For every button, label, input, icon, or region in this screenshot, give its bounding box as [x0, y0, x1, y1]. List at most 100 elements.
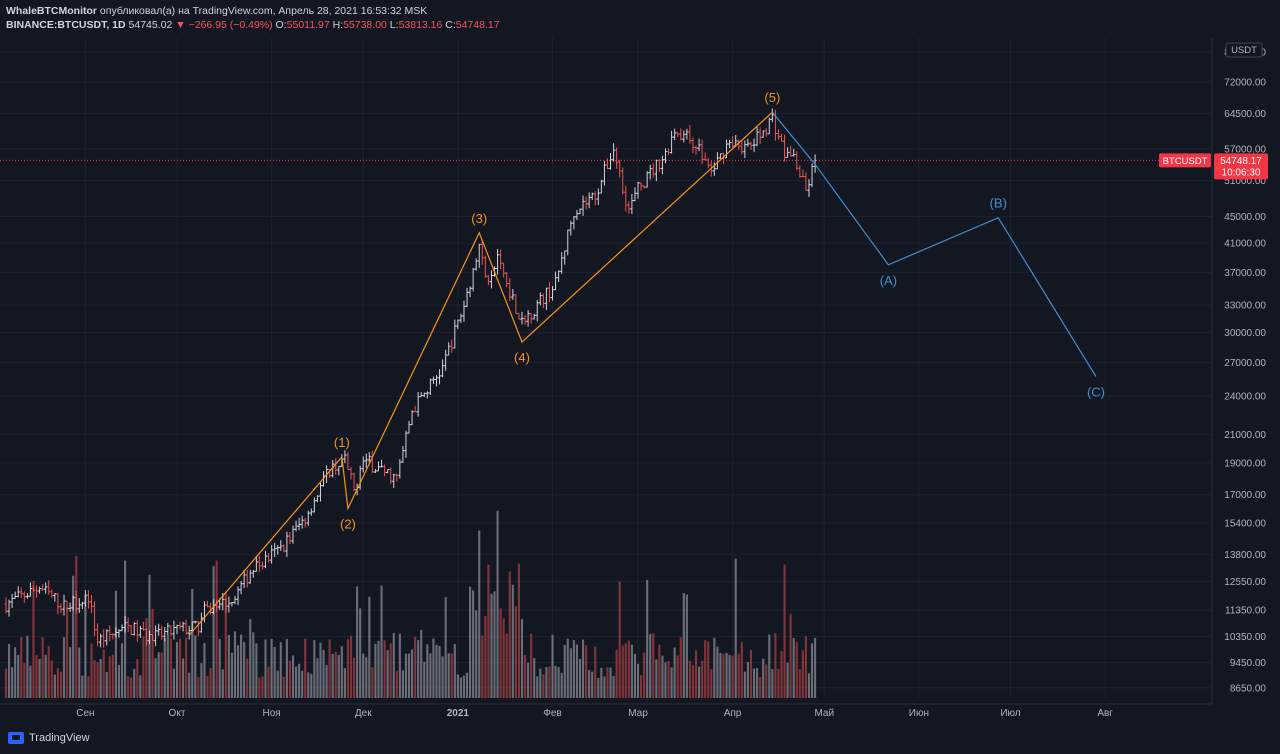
- volume-bar: [603, 676, 606, 698]
- price-chart[interactable]: (1) (2) (3) (4) (5) (A) (B) (C) 8650.00 9450.00 1…: [0, 0, 1280, 726]
- volume-bar: [383, 640, 386, 698]
- y-tick-label: 9450.00: [1230, 658, 1267, 669]
- volume-bar: [130, 677, 133, 698]
- volume-bar: [285, 639, 288, 698]
- volume-bar: [499, 608, 502, 698]
- volume-bar: [743, 671, 746, 698]
- volume-bar: [301, 670, 304, 698]
- x-tick-label: Апр: [724, 708, 742, 719]
- volume-bar: [331, 653, 334, 698]
- volume-bar: [212, 566, 215, 698]
- wave-label: (C): [1087, 385, 1105, 400]
- volume-bar: [722, 654, 725, 698]
- volume-bar: [240, 634, 243, 698]
- publish-info: опубликовал(а) на TradingView.com, Апрел…: [99, 5, 428, 17]
- volume-bar: [87, 676, 90, 698]
- volume-bar: [172, 668, 175, 698]
- y-tick-label: 37000.00: [1224, 268, 1266, 279]
- volume-bar: [282, 676, 285, 698]
- publisher-name[interactable]: WhaleBTCMonitor: [6, 5, 97, 17]
- volume-bar: [298, 663, 301, 698]
- volume-bar: [465, 672, 469, 698]
- volume-bar: [548, 666, 551, 698]
- volume-bar: [646, 579, 649, 698]
- volume-bar: [618, 581, 621, 698]
- volume-bar: [14, 647, 17, 698]
- volume-bar: [133, 668, 136, 698]
- volume-bar: [517, 563, 521, 698]
- volume-bar: [752, 668, 756, 698]
- low-value: 53813.16: [398, 19, 443, 31]
- volume-bar: [182, 658, 185, 698]
- volume-bar: [673, 647, 676, 698]
- volume-bar: [160, 652, 163, 698]
- volume-bar: [762, 658, 765, 698]
- last-price-tag: [1214, 153, 1268, 180]
- volume-bar: [255, 643, 258, 698]
- volume-bar: [215, 560, 218, 698]
- volume-bar: [313, 640, 316, 698]
- currency-box: [1225, 42, 1263, 58]
- volume-bar: [789, 614, 792, 698]
- volume-bar: [392, 633, 395, 698]
- volume-bar: [29, 665, 32, 698]
- x-tick-label: Ноя: [263, 708, 281, 719]
- volume-bar: [340, 646, 343, 698]
- volume-bar: [609, 667, 612, 698]
- volume-bar: [432, 638, 435, 698]
- volume-bar: [655, 659, 658, 698]
- volume-bar: [719, 652, 722, 698]
- volume-bar: [197, 677, 200, 698]
- time-axis[interactable]: Сен Окт Ноя Дек 2021 Фев Мар Апр Май Июн Июл Авг: [0, 703, 1212, 719]
- volume-bar: [136, 658, 139, 698]
- volume-bar: [716, 646, 719, 698]
- x-tick-label: Дек: [355, 708, 372, 719]
- volume-bar: [120, 643, 124, 698]
- volume-bar: [487, 564, 490, 698]
- volume-bar: [600, 667, 603, 698]
- y-tick-label: 27000.00: [1224, 358, 1266, 369]
- volume-bar: [294, 666, 298, 698]
- volume-bar: [53, 674, 56, 698]
- volume-bar: [624, 643, 627, 698]
- volume-bar: [734, 558, 737, 698]
- volume-bar: [114, 590, 117, 698]
- volume-bar: [404, 653, 408, 698]
- volume-bar: [765, 664, 768, 698]
- volume-bar: [649, 634, 652, 698]
- volume-bar: [749, 649, 753, 698]
- chart-header: WhaleBTCMonitor опубликовал(а) на Tradin…: [6, 4, 500, 32]
- volume-bar: [759, 676, 762, 698]
- symbol-tag: [1159, 153, 1211, 168]
- volume-bar: [771, 669, 774, 698]
- volume-bar: [670, 667, 673, 698]
- volume-bar: [585, 645, 588, 698]
- volume-bar: [783, 564, 786, 698]
- x-tick-label: Май: [814, 708, 834, 719]
- volume-bar: [612, 676, 615, 698]
- volume-bar: [236, 645, 240, 698]
- volume-bar: [591, 671, 594, 698]
- volume-bar: [447, 653, 450, 698]
- volume-bar: [707, 641, 710, 698]
- volume-bar: [575, 644, 579, 698]
- volume-bar: [731, 655, 734, 698]
- tradingview-icon: [8, 732, 24, 744]
- volume-bar: [814, 637, 817, 698]
- volume-bar: [41, 637, 44, 698]
- volume-bar: [11, 667, 14, 698]
- wave-label: (2): [340, 517, 356, 532]
- price-axis[interactable]: 8650.00 9450.00 10350.00 11350.00 12550.00 13…: [1211, 38, 1267, 704]
- volume-bar: [453, 644, 456, 698]
- volume-bar: [530, 633, 533, 698]
- volume-bar: [630, 644, 633, 698]
- volume-bar: [75, 556, 78, 698]
- volume-bar: [542, 674, 545, 698]
- x-tick-label: Июн: [909, 708, 929, 719]
- volume-bar: [243, 641, 246, 698]
- tradingview-logo[interactable]: TradingView: [8, 732, 90, 744]
- volume-bar: [496, 510, 499, 698]
- volume-bar: [801, 650, 804, 698]
- volume-bar: [710, 669, 713, 698]
- volume-bar: [359, 608, 362, 698]
